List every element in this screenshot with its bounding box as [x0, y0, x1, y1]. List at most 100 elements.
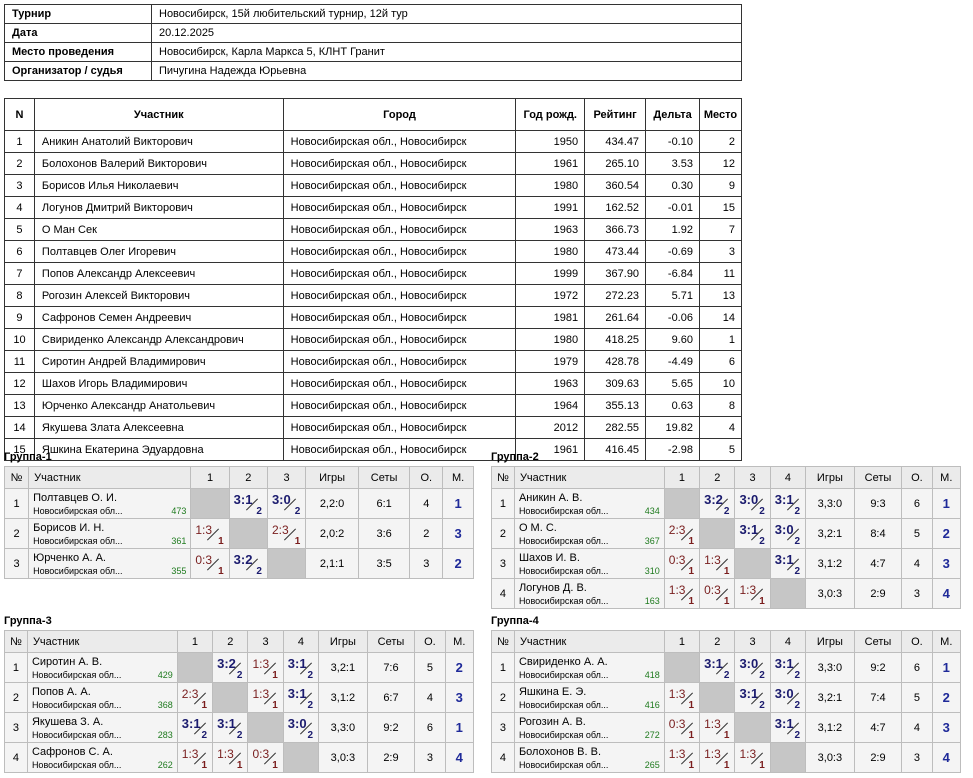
self-match-cell [176, 652, 214, 683]
match-loss: 0:3 1 [248, 743, 282, 772]
group-player-rating: 434 [644, 506, 660, 516]
group-sets: 6:1 [357, 488, 411, 519]
group-points: 4 [414, 682, 446, 713]
match-points: 1 [272, 670, 278, 681]
match-points: 1 [688, 760, 695, 771]
self-match-cell [734, 548, 771, 579]
match-points: 2 [723, 506, 730, 517]
match-score-cell: 3:0 2 [282, 712, 320, 743]
match-win: 3:1 2 [771, 549, 805, 578]
group-player-number: 4 [4, 742, 28, 773]
participant-rating: 418.25 [584, 328, 647, 351]
participant-delta: -2.98 [645, 438, 700, 461]
group-player-rating: 368 [157, 700, 173, 710]
match-score: 3:1 [739, 522, 759, 537]
group-games: 3,0:3 [318, 742, 368, 773]
match-win: 3:1 2 [735, 683, 769, 712]
match-score: 1:3 [668, 583, 686, 597]
participant-birth-year: 1963 [515, 372, 586, 395]
group-player-name: Рогозин А. В. [518, 716, 586, 728]
participant-place: 13 [698, 284, 743, 307]
participant-number: 13 [4, 394, 35, 417]
match-win: 3:0 2 [268, 489, 305, 518]
match-loss: 1:3 1 [248, 683, 282, 712]
participant-place: 5 [698, 438, 743, 461]
participant-number: 3 [4, 174, 35, 197]
self-match-cell [266, 548, 307, 579]
participant-number: 4 [4, 196, 35, 219]
match-score-cell: 3:1 2 [228, 488, 268, 519]
group-player-rating: 418 [644, 670, 660, 680]
group-points: 3 [409, 548, 444, 579]
participant-birth-year: 1991 [515, 196, 586, 219]
participant-rating: 366.73 [584, 218, 647, 241]
group-player-city: Новосибирская обл... [518, 566, 609, 576]
participant-number: 8 [4, 284, 35, 307]
participant-number: 14 [4, 416, 35, 439]
participant-name: Шахов Игорь Владимирович [33, 372, 284, 395]
match-loss: 0:3 1 [665, 713, 699, 742]
match-score: 3:1 [287, 656, 307, 671]
match-score: 0:3 [252, 747, 270, 761]
participant-birth-year: 1980 [515, 240, 586, 263]
participant-rating: 355.13 [584, 394, 647, 417]
group-player-cell: Аникин А. В. Новосибирская обл... 434 [513, 488, 665, 519]
group-player-cell: Сиротин А. В. Новосибирская обл... 429 [26, 652, 178, 683]
group-player-rating: 473 [171, 506, 187, 516]
match-score: 3:1 [774, 656, 794, 671]
match-points: 1 [688, 700, 695, 711]
group-player-rating: 265 [644, 760, 660, 770]
group-row: 1 Свириденко А. А. Новосибирская обл... 418… [491, 652, 962, 683]
group-player-number: 2 [491, 518, 515, 549]
match-score-cell: 3:2 2 [699, 488, 736, 519]
group-place-value: 3 [942, 556, 950, 571]
group-player-cell: Сафронов С. А. Новосибирская обл... 262 [26, 742, 178, 773]
participant-delta: -0.10 [645, 130, 700, 153]
match-score-cell: 0:3 1 [663, 712, 701, 743]
col-header-sets: Сеты [853, 630, 903, 653]
participant-birth-year: 2012 [515, 416, 586, 439]
group-player-number: 3 [491, 712, 515, 743]
match-score-cell: 0:3 1 [663, 548, 701, 579]
participant-rating: 473.44 [584, 240, 647, 263]
group-games: 3,1:2 [805, 712, 855, 743]
match-score-cell: 3:0 2 [266, 488, 307, 519]
col-header-sets: Сеты [366, 630, 416, 653]
col-header-opponent: 4 [769, 466, 807, 489]
self-match-cell [734, 712, 771, 743]
match-points: 2 [794, 730, 801, 741]
participant-city: Новосибирская обл., Новосибирск [282, 372, 517, 395]
participant-place: 12 [698, 152, 743, 175]
self-match-cell [282, 742, 320, 773]
match-win: 3:1 2 [771, 489, 805, 518]
group-sets: 4:7 [853, 712, 903, 743]
match-score-cell: 0:3 1 [699, 578, 736, 609]
group-player-cell: Шахов И. В. Новосибирская обл... 310 [513, 548, 665, 579]
group-player-number: 1 [491, 488, 515, 519]
group-place: 1 [931, 652, 962, 683]
group-1-table: № Участник 1 2 3 Игры Сеты О. М. 1 Полтавцев О. И.… [3, 466, 474, 579]
match-score-cell: 3:1 2 [282, 682, 320, 713]
group-games: 3,2:1 [805, 682, 855, 713]
col-header-player: Участник [513, 630, 665, 653]
info-label: Организатор / судья [4, 61, 152, 81]
participants-col-header: Город [282, 98, 517, 131]
group-2-title: Группа-2 [491, 451, 539, 463]
match-loss: 2:3 1 [665, 519, 699, 548]
col-header-opponent: 2 [699, 630, 736, 653]
group-player-city: Новосибирская обл... [31, 730, 122, 740]
participant-rating: 162.52 [584, 196, 647, 219]
participant-delta: 9.60 [645, 328, 700, 351]
group-games: 3,2:1 [805, 518, 855, 549]
group-place: 2 [931, 518, 962, 549]
match-score-cell: 1:3 1 [734, 742, 771, 773]
participant-number: 7 [4, 262, 35, 285]
group-games: 3,3:0 [318, 712, 368, 743]
participant-name: Рогозин Алексей Викторович [33, 284, 284, 307]
group-row: 3 Шахов И. В. Новосибирская обл... 310 0:3 1 1… [491, 548, 962, 579]
group-player-cell: О М. С. Новосибирская обл... 367 [513, 518, 665, 549]
participant-name: Попов Александр Алексеевич [33, 262, 284, 285]
group-row: 3 Якушева З. А. Новосибирская обл... 283 3:1… [4, 712, 475, 743]
match-score-cell: 3:1 2 [734, 518, 771, 549]
